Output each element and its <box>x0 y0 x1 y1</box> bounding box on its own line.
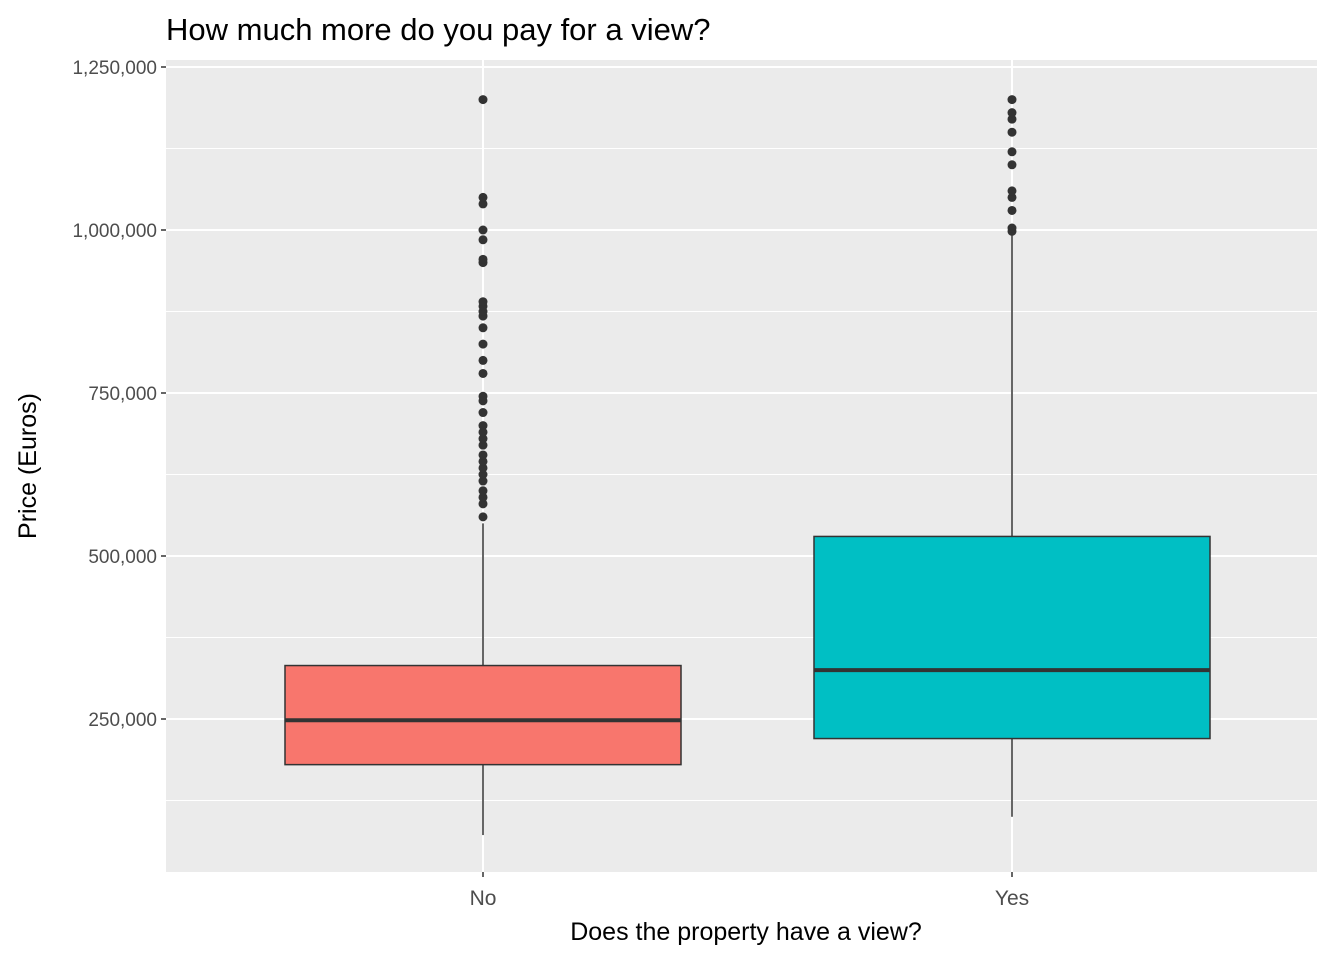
box-group-no <box>284 95 682 836</box>
outlier-point <box>478 355 488 365</box>
outlier-point <box>478 486 488 496</box>
outlier-point <box>478 427 488 437</box>
y-tick-label: 500,000 <box>88 547 157 568</box>
outlier-point <box>1007 205 1017 215</box>
outlier-point <box>478 199 488 209</box>
outlier-point <box>478 408 488 418</box>
outlier-point <box>1007 192 1017 202</box>
y-tick-label: 1,000,000 <box>72 221 157 242</box>
iqr-box <box>813 535 1211 740</box>
y-axis: 250,000 500,000 750,000 1,000,000 1,250,000 <box>72 58 166 731</box>
outlier-point <box>478 476 488 486</box>
outlier-point <box>1007 147 1017 157</box>
boxes <box>284 95 1211 836</box>
outlier-point <box>478 339 488 349</box>
outlier-point <box>478 235 488 245</box>
x-tick-label: Yes <box>995 887 1029 910</box>
chart-title: How much more do you pay for a view? <box>166 12 710 47</box>
outlier-point <box>478 95 488 105</box>
outlier-point <box>478 297 488 307</box>
x-axis: No Yes <box>470 872 1029 910</box>
outlier-point <box>478 450 488 460</box>
outlier-point <box>478 368 488 378</box>
outlier-point <box>478 225 488 235</box>
outlier-point <box>1007 160 1017 170</box>
outlier-point <box>1007 223 1017 233</box>
outlier-point <box>478 434 488 444</box>
outlier-point <box>478 463 488 473</box>
outlier-point <box>478 492 488 502</box>
y-tick-label: 1,250,000 <box>72 58 157 79</box>
minor-gridlines <box>166 148 1317 801</box>
outlier-point <box>478 421 488 431</box>
outlier-point <box>478 323 488 333</box>
outlier-point <box>478 391 488 401</box>
outlier-point <box>478 192 488 202</box>
outlier-point <box>1007 108 1017 118</box>
x-tick-label: No <box>470 887 497 910</box>
outlier-point <box>478 499 488 509</box>
iqr-box <box>284 664 682 766</box>
outlier-point <box>478 512 488 522</box>
outlier-point <box>478 456 488 466</box>
outlier-point <box>1007 186 1017 196</box>
outlier-point <box>1007 127 1017 137</box>
x-axis-title: Does the property have a view? <box>570 918 922 946</box>
outlier-point <box>478 254 488 264</box>
y-tick-label: 750,000 <box>88 384 157 405</box>
outlier-point <box>1007 114 1017 124</box>
y-tick-label: 250,000 <box>88 710 157 731</box>
y-axis-title: Price (Euros) <box>14 393 42 539</box>
outlier-point <box>478 470 488 479</box>
outlier-point <box>1007 95 1017 105</box>
outlier-point <box>478 440 488 450</box>
box-group-yes <box>813 95 1211 817</box>
